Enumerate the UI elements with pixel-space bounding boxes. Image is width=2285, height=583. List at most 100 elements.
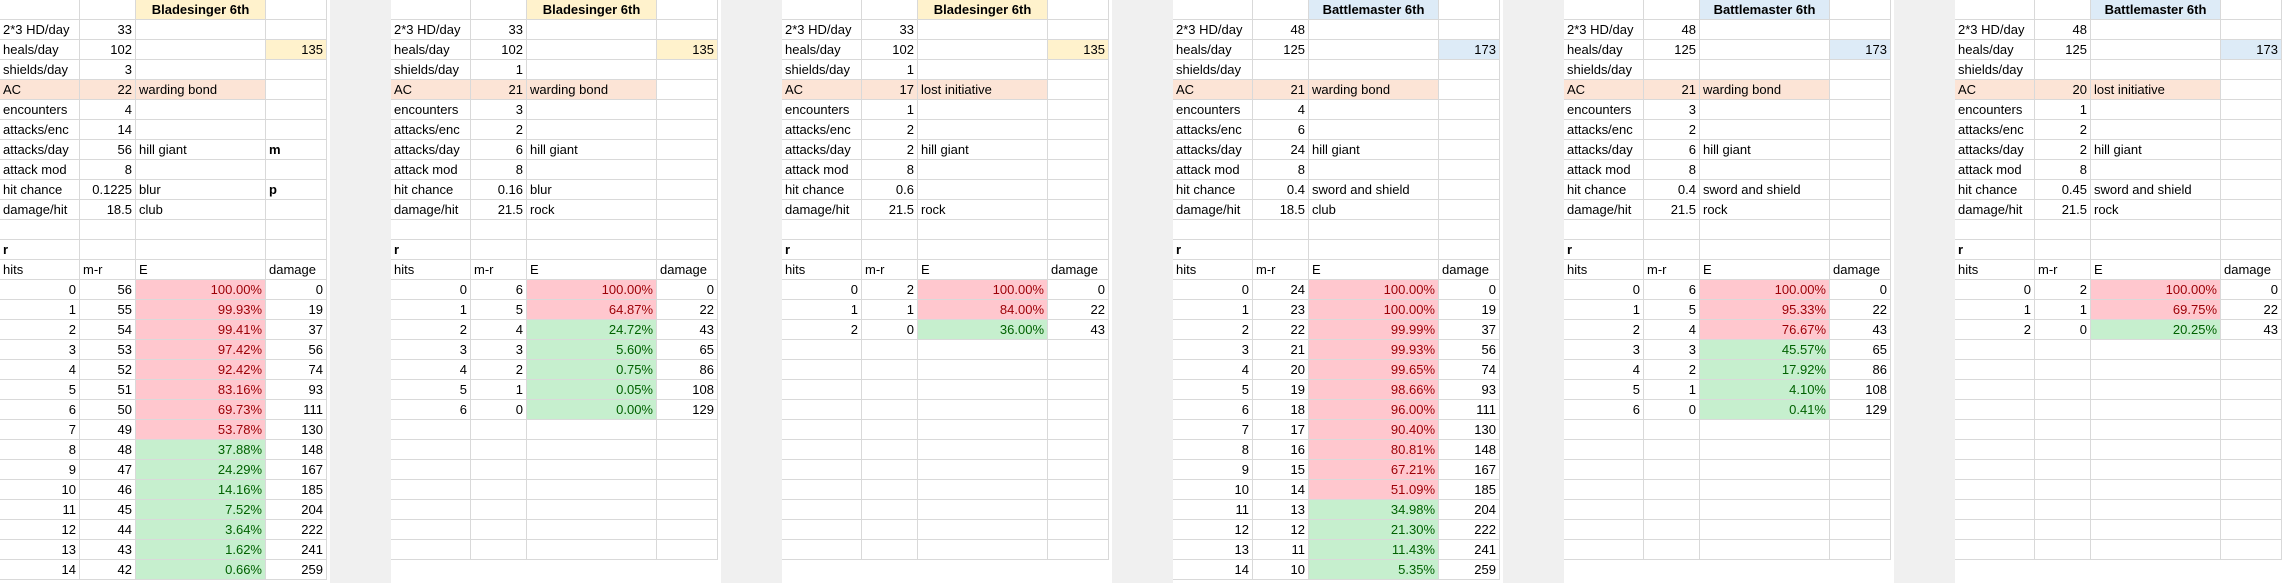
cell-empty[interactable] — [1309, 20, 1439, 39]
cell-empty[interactable] — [782, 220, 862, 239]
cell-empty[interactable] — [1048, 380, 1109, 399]
e-value[interactable]: 100.00% — [1309, 280, 1439, 299]
cell-empty[interactable] — [1048, 420, 1109, 439]
e-value[interactable]: 100.00% — [527, 280, 657, 299]
e-value[interactable]: 36.00% — [918, 320, 1048, 339]
label-attacks-day[interactable]: attacks/day — [1173, 140, 1253, 159]
m-r-value[interactable]: 18 — [1253, 400, 1309, 419]
cell-empty[interactable] — [862, 400, 918, 419]
hits-value[interactable]: 0 — [391, 280, 471, 299]
cell-empty[interactable] — [136, 60, 266, 79]
value-encounters[interactable]: 3 — [1644, 100, 1700, 119]
cell-empty[interactable] — [1048, 340, 1109, 359]
value-ac[interactable]: 21 — [1644, 80, 1700, 99]
hits-value[interactable]: 2 — [0, 320, 80, 339]
m-r-value[interactable]: 44 — [80, 520, 136, 539]
cell-empty[interactable] — [2091, 20, 2221, 39]
cell-empty[interactable] — [80, 220, 136, 239]
cell-empty[interactable] — [918, 160, 1048, 179]
damage-value[interactable]: 185 — [266, 480, 327, 499]
label-r[interactable]: r — [1564, 240, 1644, 259]
extra-attacks-day[interactable] — [1439, 140, 1500, 159]
block-title[interactable]: Bladesinger 6th — [527, 0, 657, 19]
m-r-value[interactable]: 12 — [1253, 520, 1309, 539]
label-attack-mod[interactable]: attack mod — [1173, 160, 1253, 179]
cell-empty[interactable] — [1048, 480, 1109, 499]
damage-value[interactable]: 0 — [1439, 280, 1500, 299]
label-heals[interactable]: heals/day — [391, 40, 471, 59]
m-r-value[interactable]: 22 — [1253, 320, 1309, 339]
cell-empty[interactable] — [1700, 500, 1830, 519]
hits-value[interactable]: 6 — [391, 400, 471, 419]
cell-empty[interactable] — [1439, 120, 1500, 139]
label-hit-chance[interactable]: hit chance — [1955, 180, 2035, 199]
cell-empty[interactable] — [657, 120, 718, 139]
label-heals[interactable]: heals/day — [1955, 40, 2035, 59]
damage-value[interactable]: 222 — [1439, 520, 1500, 539]
value-shields[interactable] — [1253, 60, 1309, 79]
m-r-value[interactable]: 4 — [1644, 320, 1700, 339]
cell-empty[interactable] — [1644, 460, 1700, 479]
cell-empty[interactable] — [1253, 240, 1309, 259]
cell-empty[interactable] — [1309, 160, 1439, 179]
label-attacks-enc[interactable]: attacks/enc — [1955, 120, 2035, 139]
hits-value[interactable]: 1 — [0, 300, 80, 319]
cell-empty[interactable] — [1830, 240, 1891, 259]
m-r-value[interactable]: 20 — [1253, 360, 1309, 379]
m-r-value[interactable]: 52 — [80, 360, 136, 379]
label-encounters[interactable]: encounters — [0, 100, 80, 119]
cell-empty[interactable] — [527, 100, 657, 119]
label-hd[interactable]: 2*3 HD/day — [1955, 20, 2035, 39]
cell-empty[interactable] — [2221, 480, 2282, 499]
cell-empty[interactable] — [1048, 20, 1109, 39]
hits-value[interactable]: 13 — [1173, 540, 1253, 559]
cell-empty[interactable] — [471, 500, 527, 519]
e-value[interactable]: 5.60% — [527, 340, 657, 359]
damage-value[interactable]: 148 — [1439, 440, 1500, 459]
value-damage-hit[interactable]: 21.5 — [2035, 200, 2091, 219]
cell-empty[interactable] — [527, 520, 657, 539]
damage-value[interactable]: 37 — [1439, 320, 1500, 339]
cell-empty[interactable] — [527, 440, 657, 459]
cell-empty[interactable] — [782, 480, 862, 499]
e-value[interactable]: 99.65% — [1309, 360, 1439, 379]
hits-value[interactable]: 2 — [391, 320, 471, 339]
label-ac[interactable]: AC — [391, 80, 471, 99]
e-value[interactable]: 83.16% — [136, 380, 266, 399]
cell-empty[interactable] — [391, 480, 471, 499]
cell-empty[interactable] — [2091, 120, 2221, 139]
m-r-value[interactable]: 5 — [471, 300, 527, 319]
value-attacks-day[interactable]: 6 — [471, 140, 527, 159]
cell-empty[interactable] — [2221, 160, 2282, 179]
cell-empty[interactable] — [266, 20, 327, 39]
cell-empty[interactable] — [918, 460, 1048, 479]
note-damage-hit[interactable]: rock — [918, 200, 1048, 219]
e-value[interactable]: 99.41% — [136, 320, 266, 339]
label-hd[interactable]: 2*3 HD/day — [1173, 20, 1253, 39]
cell-empty[interactable] — [527, 160, 657, 179]
header-e[interactable]: E — [1309, 260, 1439, 279]
damage-value[interactable]: 148 — [266, 440, 327, 459]
label-encounters[interactable]: encounters — [1173, 100, 1253, 119]
damage-value[interactable]: 129 — [657, 400, 718, 419]
e-value[interactable]: 5.35% — [1309, 560, 1439, 579]
damage-value[interactable]: 56 — [1439, 340, 1500, 359]
value-attacks-enc[interactable]: 2 — [1644, 120, 1700, 139]
extra-hit-chance[interactable] — [657, 180, 718, 199]
cell-empty[interactable] — [2091, 240, 2221, 259]
value-hit-chance[interactable]: 0.16 — [471, 180, 527, 199]
hits-value[interactable]: 14 — [0, 560, 80, 579]
label-hit-chance[interactable]: hit chance — [782, 180, 862, 199]
m-r-value[interactable]: 45 — [80, 500, 136, 519]
hits-value[interactable]: 6 — [0, 400, 80, 419]
cell-empty[interactable] — [2035, 0, 2091, 19]
cell-empty[interactable] — [1700, 520, 1830, 539]
value-encounters[interactable]: 1 — [862, 100, 918, 119]
header-m-r[interactable]: m-r — [2035, 260, 2091, 279]
cell-empty[interactable] — [2035, 520, 2091, 539]
cell-empty[interactable] — [2091, 60, 2221, 79]
damage-value[interactable]: 56 — [266, 340, 327, 359]
cell-empty[interactable] — [2035, 500, 2091, 519]
cell-empty[interactable] — [2221, 400, 2282, 419]
cell-empty[interactable] — [527, 460, 657, 479]
